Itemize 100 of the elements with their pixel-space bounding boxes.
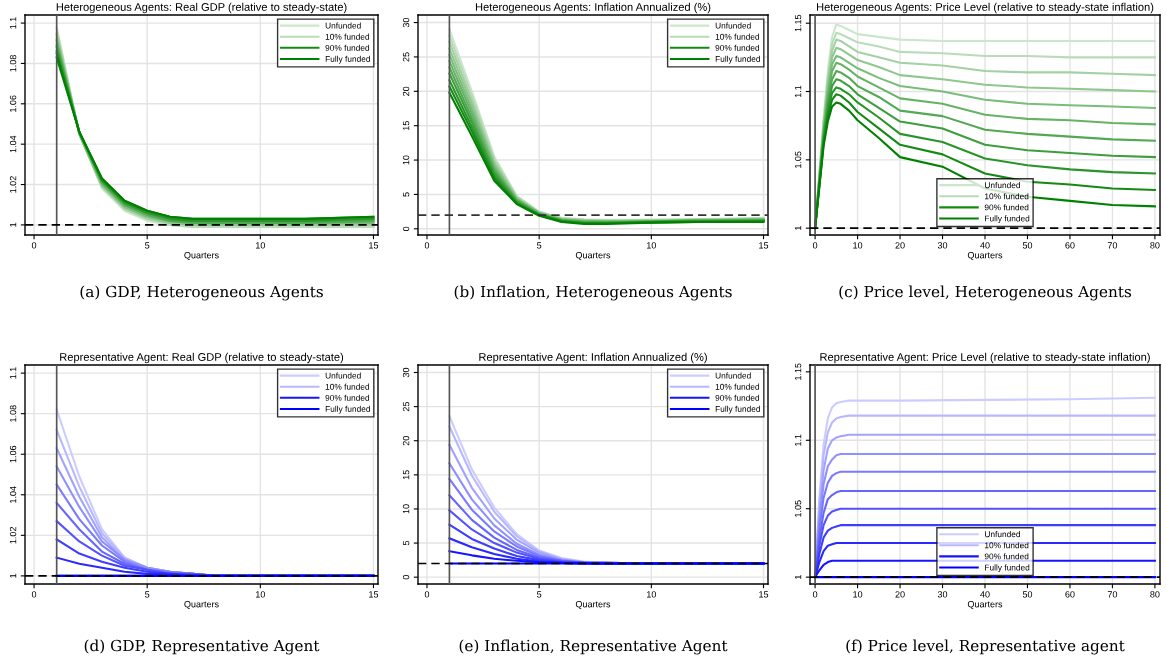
y-tick-label: 20 xyxy=(402,436,410,446)
text: (d) GDP, Representative Agent xyxy=(84,639,320,655)
x-tick-label: 15 xyxy=(759,242,769,249)
x-axis-title: Quarters xyxy=(967,600,1003,609)
y-tick-label: 1.06 xyxy=(9,95,17,112)
x-tick-label: 5 xyxy=(145,242,150,249)
x-tick-label: 5 xyxy=(145,591,150,598)
x-tick-label: 80 xyxy=(1150,591,1160,598)
y-tick-label: 10 xyxy=(402,504,410,514)
text: (e) Inflation, Representative Agent xyxy=(459,639,728,655)
legend-label: 10% funded xyxy=(985,193,1029,200)
chart-title: Heterogeneous Agents: Price Level (relative to steady-state inflation) xyxy=(817,2,1154,14)
x-axis-title: Quarters xyxy=(967,251,1003,260)
y-tick-label: 5 xyxy=(402,192,410,197)
chart-title: Representative Agent: Inflation Annualized (%) xyxy=(479,352,707,364)
legend-label: Unfunded xyxy=(325,372,361,379)
y-tick-label: 1.1 xyxy=(794,85,802,98)
x-tick-label: 15 xyxy=(369,591,379,598)
legend-label: Unfunded xyxy=(715,22,751,29)
legend-label: Unfunded xyxy=(985,182,1020,189)
y-tick-label: 0 xyxy=(402,226,410,231)
y-tick-label: 10 xyxy=(402,155,410,165)
x-tick-label: 0 xyxy=(812,242,818,249)
y-tick-label: 0 xyxy=(402,575,410,580)
legend-label: 90% funded xyxy=(325,394,370,401)
legend-label: Unfunded xyxy=(985,531,1020,538)
x-tick-label: 10 xyxy=(853,591,863,598)
x-tick-label: 30 xyxy=(937,242,948,249)
x-tick-label: 40 xyxy=(980,591,990,598)
x-tick-label: 0 xyxy=(812,591,818,598)
x-tick-label: 5 xyxy=(537,591,542,598)
legend-label: Fully funded xyxy=(985,564,1030,573)
x-tick-label: 10 xyxy=(647,591,656,598)
x-tick-label: 0 xyxy=(424,591,430,598)
x-tick-label: 60 xyxy=(1065,242,1075,249)
chart-title: Heterogeneous Agents: Inflation Annualized (%) xyxy=(475,2,711,14)
x-tick-label: 50 xyxy=(1022,591,1033,598)
legend-label: Fully funded xyxy=(715,55,760,64)
y-tick-label: 1.15 xyxy=(794,363,802,380)
x-tick-label: 0 xyxy=(31,242,37,249)
y-tick-label: 1.15 xyxy=(794,14,802,32)
y-tick-label: 1 xyxy=(9,573,17,578)
legend-label: Fully funded xyxy=(985,215,1030,224)
legend-label: 90% funded xyxy=(715,394,760,401)
x-tick-label: 5 xyxy=(537,242,542,249)
x-tick-label: 0 xyxy=(424,242,430,249)
text: (c) Price level, Heterogeneous Agents xyxy=(839,285,1132,301)
x-axis-title: Quarters xyxy=(575,251,611,260)
y-tick-label: 1.05 xyxy=(794,151,802,168)
x-axis-title: Quarters xyxy=(184,600,219,609)
legend-label: Unfunded xyxy=(325,22,361,29)
legend-label: 10% funded xyxy=(325,383,370,390)
y-tick-label: 1.02 xyxy=(9,176,17,193)
x-tick-label: 70 xyxy=(1107,591,1118,598)
x-tick-label: 80 xyxy=(1150,242,1160,249)
x-tick-label: 10 xyxy=(853,242,863,249)
x-tick-label: 20 xyxy=(895,591,905,598)
x-tick-label: 15 xyxy=(369,242,379,249)
legend-label: Fully funded xyxy=(325,55,370,64)
x-tick-label: 10 xyxy=(647,242,656,249)
y-tick-label: 1.02 xyxy=(9,527,17,544)
text: (b) Inflation, Heterogeneous Agents xyxy=(454,285,732,301)
y-tick-label: 30 xyxy=(402,367,410,378)
x-tick-label: 60 xyxy=(1065,591,1075,598)
y-tick-label: 1 xyxy=(794,575,802,579)
y-tick-label: 15 xyxy=(402,470,410,480)
legend-label: Unfunded xyxy=(715,372,751,379)
x-tick-label: 15 xyxy=(759,591,769,598)
legend-label: 90% funded xyxy=(325,44,370,51)
legend-label: 10% funded xyxy=(325,33,370,40)
legend-label: 90% funded xyxy=(715,44,760,51)
y-tick-label: 15 xyxy=(402,121,410,131)
x-tick-label: 30 xyxy=(937,591,948,598)
y-tick-label: 30 xyxy=(402,17,410,28)
legend-label: 90% funded xyxy=(984,204,1029,211)
chart-title: Representative Agent: Real GDP (relative to steady-state) xyxy=(60,352,344,364)
legend-label: Fully funded xyxy=(325,405,370,414)
y-tick-label: 1.04 xyxy=(9,486,17,503)
y-tick-label: 1.06 xyxy=(9,445,17,463)
legend-label: Fully funded xyxy=(715,405,760,414)
x-tick-label: 10 xyxy=(256,591,265,598)
y-tick-label: 1.1 xyxy=(9,367,17,379)
y-tick-label: 25 xyxy=(402,401,410,412)
legend-label: 10% funded xyxy=(715,33,760,40)
chart-title: Heterogeneous Agents: Real GDP (relative to steady-state) xyxy=(56,2,347,14)
x-tick-label: 20 xyxy=(895,242,905,249)
text: (f) Price level, Representative agent xyxy=(846,639,1125,655)
text: (a) GDP, Heterogeneous Agents xyxy=(80,285,323,301)
y-tick-label: 5 xyxy=(402,540,410,546)
y-tick-label: 1 xyxy=(794,226,802,230)
legend-label: 90% funded xyxy=(984,553,1029,560)
x-tick-label: 70 xyxy=(1107,242,1118,249)
y-tick-label: 20 xyxy=(402,86,410,96)
y-tick-label: 1.08 xyxy=(9,55,17,72)
y-tick-label: 25 xyxy=(402,52,410,62)
y-tick-label: 1.05 xyxy=(794,500,802,517)
y-tick-label: 1.08 xyxy=(9,405,17,422)
y-tick-label: 1.04 xyxy=(9,135,17,153)
y-tick-label: 1.1 xyxy=(9,17,17,29)
legend-label: 10% funded xyxy=(715,383,760,390)
